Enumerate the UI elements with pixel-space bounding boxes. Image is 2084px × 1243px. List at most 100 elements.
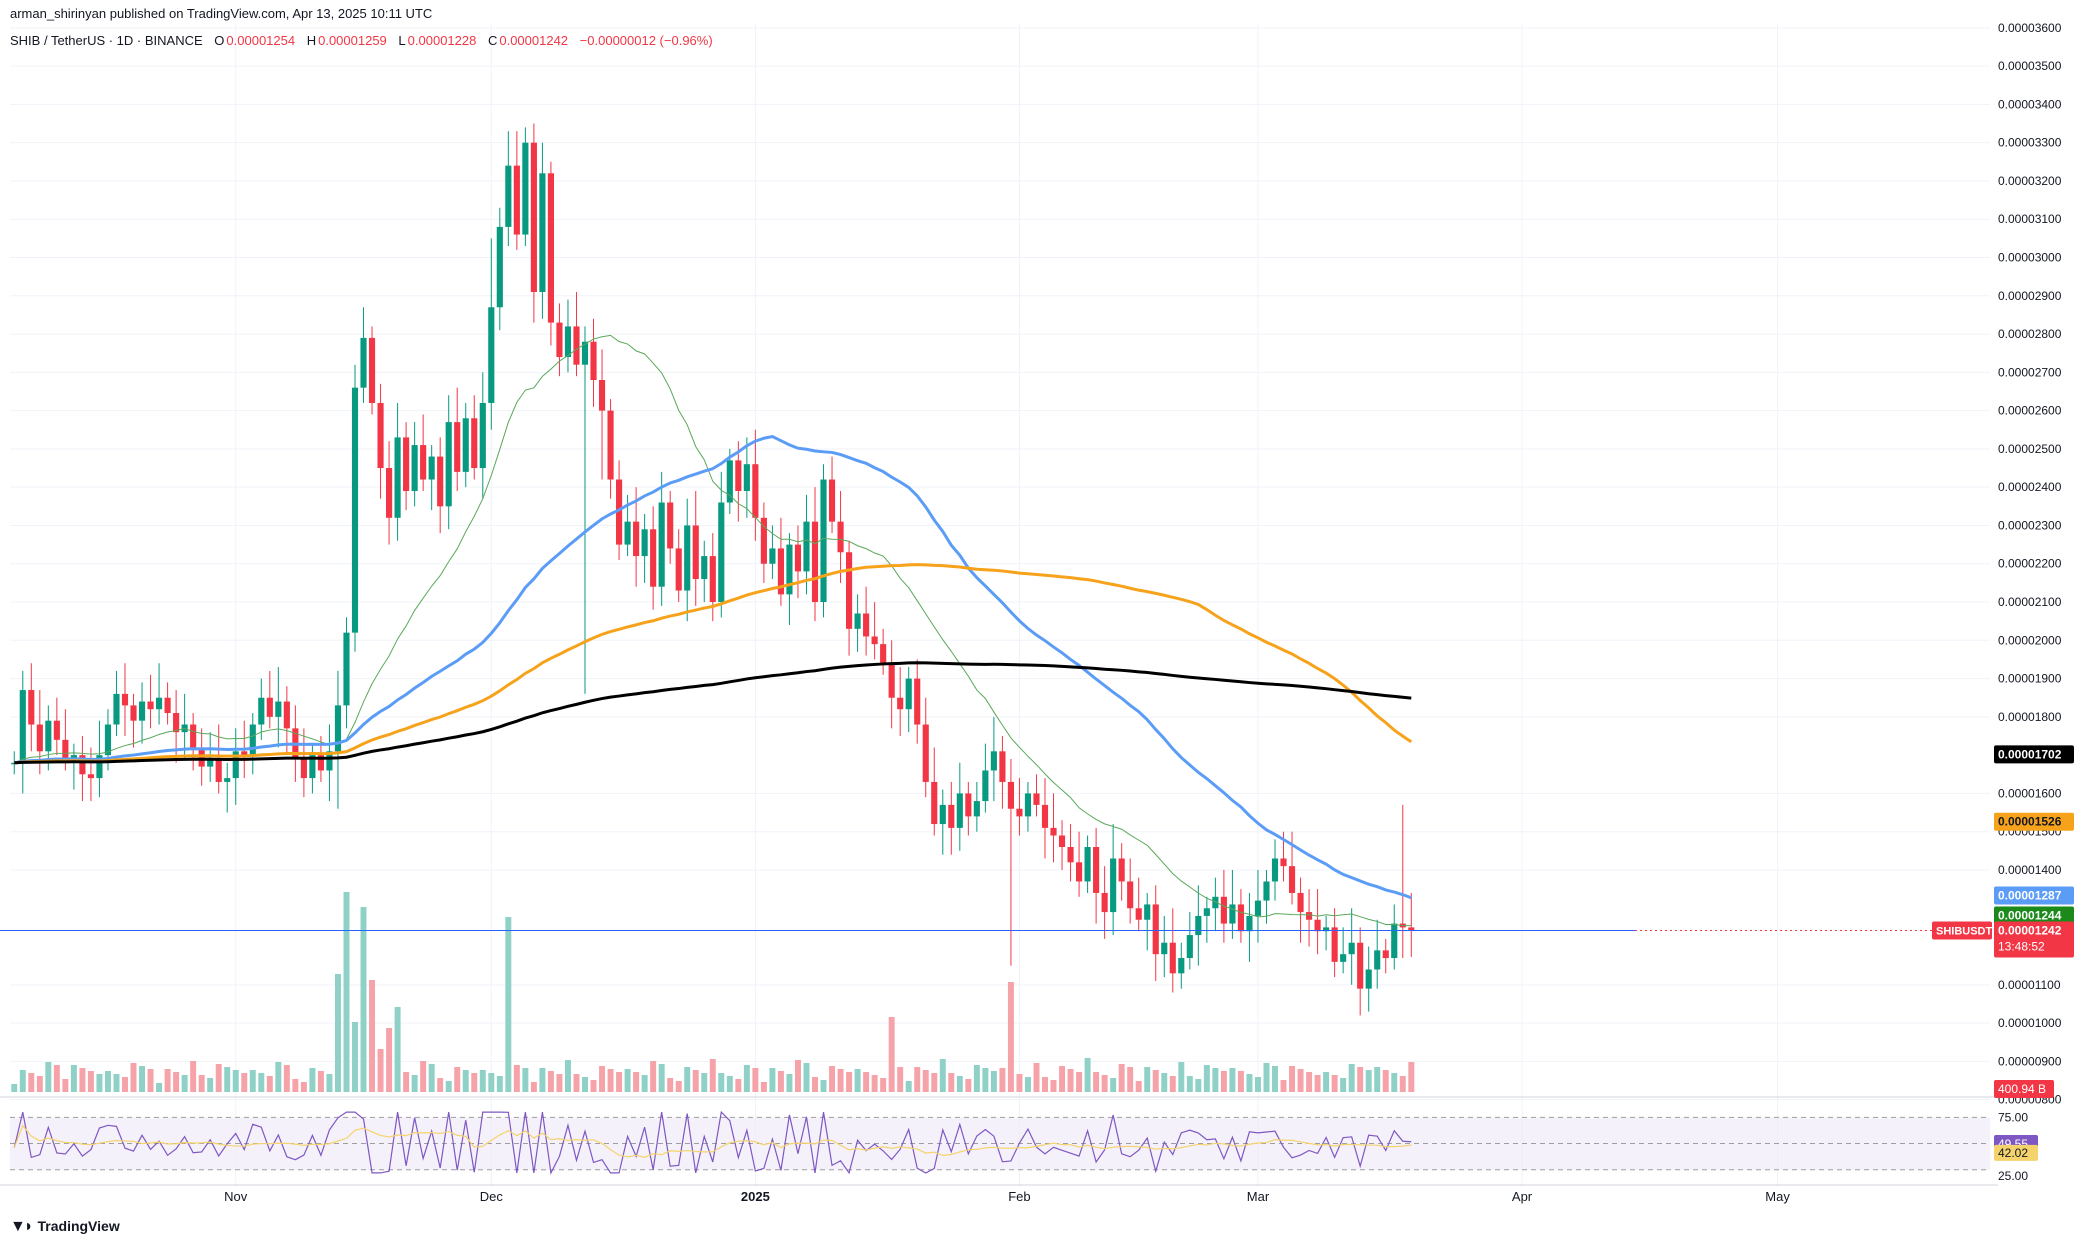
volume-bar (428, 1064, 435, 1092)
candle-body (948, 804, 955, 828)
volume-bar (496, 1076, 503, 1092)
high-key: H (306, 33, 317, 48)
candle-body (445, 422, 452, 507)
candle-body (317, 755, 324, 771)
tradingview-footer[interactable]: ▼◗ TradingView (10, 1218, 120, 1236)
volume-bar (62, 1079, 69, 1092)
candle-body (326, 751, 333, 771)
candle-body (488, 307, 495, 403)
volume-bar (45, 1062, 52, 1092)
candle-body (965, 793, 972, 817)
price-tick-label: 0.00003400 (1998, 97, 2062, 111)
candle-body (1220, 896, 1227, 924)
time-axis-label: Nov (224, 1189, 248, 1204)
volume-bar (692, 1070, 699, 1092)
candle-body (275, 701, 282, 717)
volume-bar (846, 1072, 853, 1092)
candle-body (1135, 908, 1142, 920)
candle-body (820, 479, 827, 603)
volume-bar (1033, 1063, 1040, 1092)
volume-bar (19, 1070, 26, 1092)
sma-orange-badge: 0.00001526 (1998, 815, 2062, 829)
candle-body (1212, 896, 1219, 909)
volume-bar (215, 1064, 222, 1092)
volume-bar (650, 1061, 657, 1092)
countdown-label: 13:48:52 (1998, 939, 2045, 953)
volume-bar (513, 1065, 520, 1092)
volume-bar (956, 1076, 963, 1092)
volume-bar (1144, 1067, 1151, 1092)
volume-bar (1348, 1064, 1355, 1092)
candle-body (1101, 892, 1108, 913)
volume-bar (505, 917, 512, 1092)
candle-body (803, 521, 810, 572)
time-axis-label: May (1765, 1189, 1790, 1204)
volume-bar (207, 1078, 214, 1092)
low-value: 0.00001228 (407, 33, 477, 48)
candle-body (394, 437, 401, 518)
volume-bar (1254, 1077, 1261, 1092)
candle-body (224, 778, 231, 782)
candle-body (147, 701, 154, 710)
volume-bar (173, 1072, 180, 1092)
volume-bar (880, 1078, 887, 1092)
candle-body (539, 173, 546, 292)
volume-bar (28, 1073, 35, 1092)
volume-bar (1169, 1076, 1176, 1092)
volume-bar (1289, 1066, 1296, 1092)
volume-bar (232, 1070, 239, 1092)
candle-body (701, 556, 708, 580)
open-value: 0.00001254 (226, 33, 296, 48)
candle-body (62, 739, 69, 759)
candle-body (1067, 847, 1074, 863)
volume-bar (1237, 1071, 1244, 1092)
candle-body (1365, 969, 1372, 989)
price-tick-label: 0.00002400 (1998, 480, 2062, 494)
candle-body (854, 613, 861, 629)
volume-bar (147, 1069, 154, 1092)
candle-body (1306, 912, 1313, 920)
candle-body (411, 445, 418, 492)
volume-bar (599, 1066, 606, 1092)
volume-bar (130, 1063, 137, 1092)
candle-body (1382, 950, 1389, 959)
volume-bar (965, 1079, 972, 1092)
volume-bar (437, 1078, 444, 1092)
candle-body (760, 517, 767, 564)
volume-bar (1152, 1070, 1159, 1092)
volume-bar (283, 1065, 290, 1092)
candle-body (650, 529, 657, 587)
candle-body (1007, 781, 1014, 809)
low-key: L (398, 33, 406, 48)
volume-bar (760, 1082, 767, 1092)
candle-body (300, 758, 307, 779)
candle-body (19, 690, 26, 763)
symbol-label[interactable]: SHIB / TetherUS · 1D · BINANCE (10, 33, 203, 48)
candle-body (130, 705, 137, 721)
price-tick-label: 0.00000900 (1998, 1054, 2062, 1068)
volume-bar (352, 1022, 358, 1092)
candle-body (471, 418, 478, 469)
candle-body (1127, 881, 1134, 909)
candle-body (939, 804, 946, 825)
candle-body (973, 801, 980, 817)
candle-body (45, 720, 52, 752)
candle-body (249, 724, 256, 756)
volume-bar (79, 1068, 86, 1092)
candle-body (1050, 827, 1057, 836)
change-value: −0.00000012 (−0.96%) (579, 33, 713, 48)
candle-body (573, 326, 580, 365)
price-tick-label: 0.00002800 (1998, 327, 2062, 341)
candle-body (1093, 847, 1100, 893)
candle-body (726, 460, 733, 503)
volume-bar (539, 1068, 546, 1092)
candle-body (1041, 804, 1049, 828)
price-tick-label: 0.00002600 (1998, 404, 2062, 418)
candle-body (190, 724, 197, 748)
candle-body (496, 226, 503, 308)
volume-bar (812, 1077, 818, 1092)
candle-body (1076, 862, 1083, 882)
candle-body (360, 337, 367, 388)
volume-bar (1391, 1073, 1398, 1092)
